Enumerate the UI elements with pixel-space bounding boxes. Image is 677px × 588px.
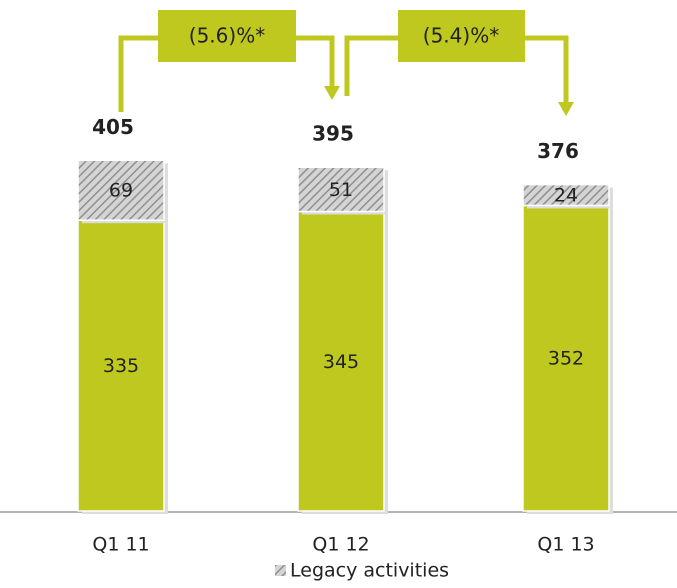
arrow	[296, 35, 335, 88]
total-label: 405	[92, 115, 134, 139]
total-label: 395	[312, 122, 354, 146]
bar-segment	[77, 219, 165, 512]
bar-segment	[297, 210, 385, 512]
total-label: 376	[537, 139, 579, 163]
bar-segment	[77, 159, 165, 221]
bar-segment	[297, 166, 385, 213]
value-label: 51	[329, 179, 353, 201]
legend-label: Legacy activities	[290, 560, 449, 582]
x-tick-label: Q1 13	[537, 534, 594, 556]
arrow-head	[324, 86, 340, 100]
arrow	[525, 35, 569, 104]
x-tick-label: Q1 11	[92, 534, 149, 556]
value-label: 69	[109, 180, 133, 202]
bar-segment	[522, 183, 610, 207]
value-label: 335	[103, 355, 139, 377]
value-label: 24	[554, 185, 578, 207]
x-tick-label: Q1 12	[312, 534, 369, 556]
value-label: 345	[323, 351, 359, 373]
annotation-box	[158, 10, 296, 62]
arrow-head	[558, 102, 574, 116]
annotation-arrows	[118, 35, 569, 112]
legend-swatch	[275, 565, 286, 576]
annotation-box	[398, 10, 525, 62]
value-label: 352	[548, 348, 584, 370]
annotation: (5.4)%*	[423, 24, 499, 48]
arrow	[118, 35, 160, 112]
arrow	[344, 35, 398, 96]
annotation: (5.6)%*	[189, 24, 265, 48]
bar-segment	[522, 204, 610, 512]
